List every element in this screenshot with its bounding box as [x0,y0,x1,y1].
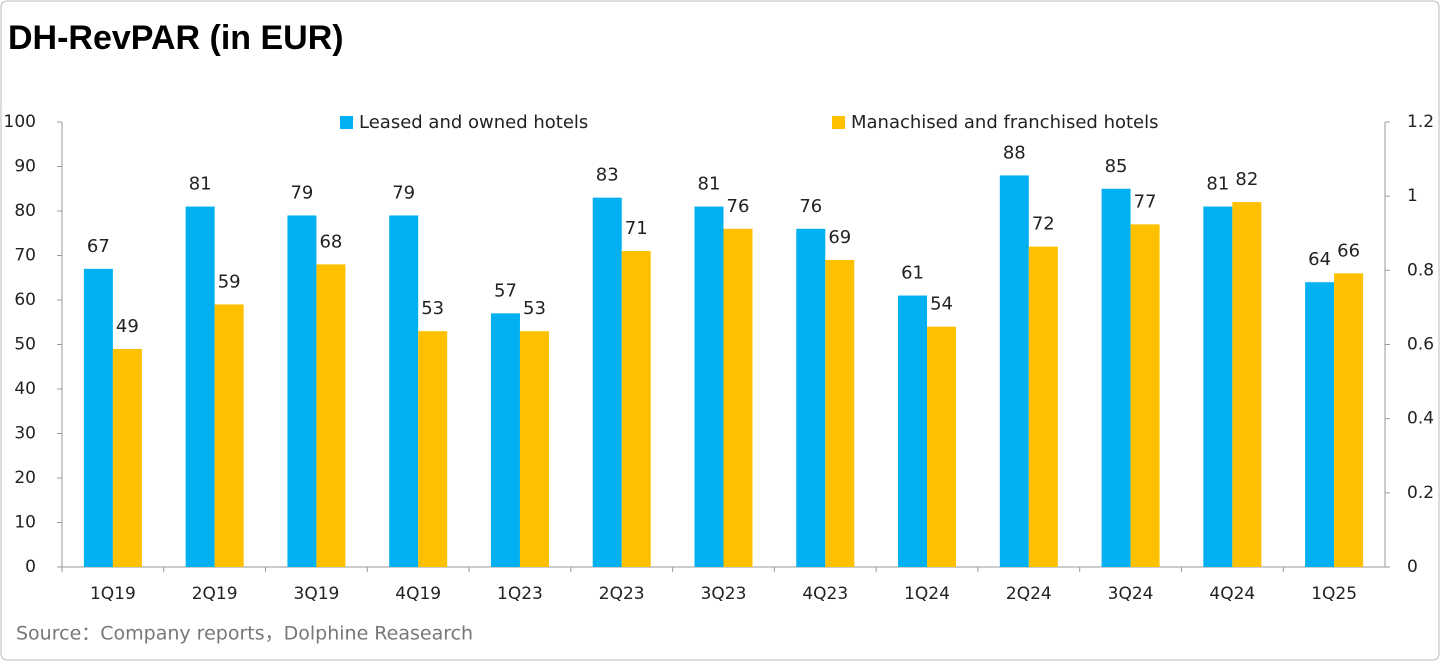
bar [1305,282,1335,567]
y-tick-label: 0 [25,557,36,577]
x-tick-label: 4Q24 [1209,584,1255,604]
bar [418,331,448,567]
data-label: 57 [494,280,517,301]
bar [898,295,928,567]
data-label: 77 [1134,191,1157,212]
y-tick-label: 70 [14,246,36,266]
bar [1203,206,1233,568]
bar [519,331,549,567]
bar [1232,202,1262,567]
data-label: 64 [1308,249,1331,270]
data-label: 79 [290,182,313,203]
data-label: 85 [1105,156,1128,177]
x-tick-label: 2Q19 [192,584,238,604]
y2-tick-label: 1.2 [1407,112,1434,132]
y-tick-label: 10 [14,513,36,533]
bar [1028,246,1058,567]
data-label: 81 [698,174,721,195]
x-tick-label: 1Q25 [1311,584,1357,604]
bar [83,268,113,567]
bar [316,264,346,567]
y-tick-label: 50 [14,335,36,355]
data-label: 81 [1206,174,1229,195]
bar [621,251,651,568]
bar [927,326,957,567]
legend-swatch [832,116,845,129]
x-tick-label: 1Q23 [497,584,543,604]
data-label: 54 [930,294,953,315]
y2-tick-label: 0.4 [1407,409,1434,429]
data-label: 59 [218,271,241,292]
y-tick-label: 40 [14,379,36,399]
data-label: 76 [727,196,750,217]
source: Source：Company reports，Dolphine Reasearc… [16,623,473,645]
data-label: 66 [1337,240,1360,261]
legend-label: Manachised and franchised hotels [851,112,1159,133]
x-tick-label: 2Q23 [599,584,645,604]
data-label: 53 [421,298,444,319]
y2-tick-label: 0.6 [1407,335,1434,355]
data-label: 72 [1032,214,1055,235]
bar [1334,273,1364,567]
data-label: 53 [523,298,546,319]
legend-swatch [340,116,353,129]
data-label: 71 [625,218,648,239]
y2-tick-label: 0.2 [1407,483,1434,503]
bar [999,175,1029,567]
y2-tick-label: 0.8 [1407,260,1434,280]
bar [287,215,317,567]
bar [1130,224,1160,567]
data-label: 88 [1003,142,1026,163]
data-label: 69 [828,227,851,248]
y-tick-label: 80 [14,201,36,221]
bar [490,313,520,567]
chart-title: DH-RevPAR (in EUR) [8,19,344,57]
x-tick-label: 2Q24 [1006,584,1052,604]
bar [825,259,855,567]
x-tick-label: 4Q19 [395,584,441,604]
y-tick-label: 60 [14,290,36,310]
bar [694,206,724,568]
y-tick-label: 20 [14,468,36,488]
y-tick-label: 30 [14,424,36,444]
bar [389,215,419,567]
x-tick-label: 1Q24 [904,584,950,604]
data-label: 82 [1235,169,1258,190]
data-label: 61 [901,263,924,284]
bar [592,197,622,567]
x-tick-label: 3Q19 [294,584,340,604]
legend-label: Leased and owned hotels [359,112,588,133]
bar [1101,188,1131,567]
data-label: 76 [799,196,822,217]
y2-tick-label: 1 [1407,186,1418,206]
data-label: 81 [189,174,212,195]
bar [723,228,753,568]
bar [796,228,826,568]
bar [214,304,244,567]
bar [112,348,142,567]
data-label: 68 [319,231,342,252]
x-tick-label: 1Q19 [90,584,136,604]
data-label: 79 [392,182,415,203]
data-label: 83 [596,165,619,186]
y2-tick-label: 0 [1407,557,1418,577]
x-tick-label: 4Q23 [802,584,848,604]
x-tick-label: 3Q24 [1108,584,1154,604]
data-label: 49 [116,316,139,337]
data-label: 67 [87,236,110,257]
bar [185,206,215,568]
x-tick-label: 3Q23 [701,584,747,604]
y-tick-label: 90 [14,157,36,177]
y-tick-label: 100 [4,112,36,132]
